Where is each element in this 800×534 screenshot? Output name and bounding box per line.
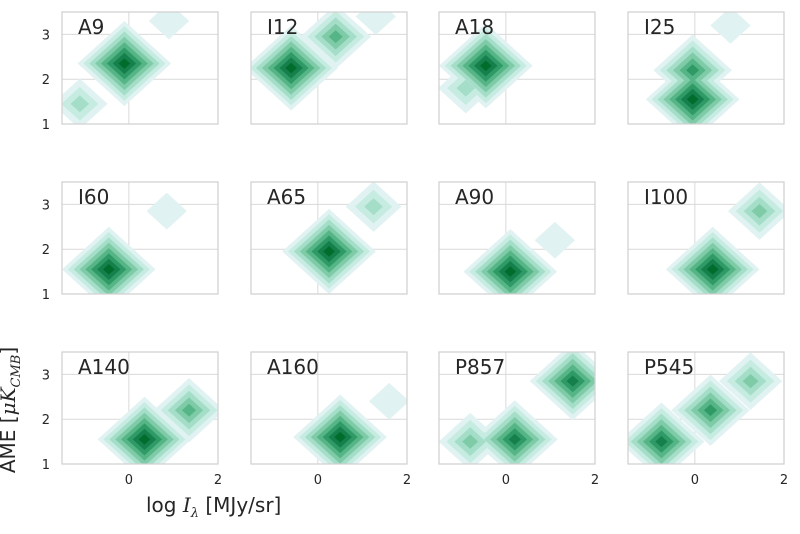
x-tick-label: 2 [214,473,222,488]
panel-label: I12 [267,15,298,39]
x-axis-label: log Iλ [MJy/sr] [146,493,282,521]
contour-level [534,221,576,259]
contour-level [706,264,719,275]
contour-level [462,434,479,449]
contour-level [355,12,396,35]
x-tick-label: 0 [125,473,133,488]
y-tick-label: 2 [42,413,50,428]
y-tick-label: 1 [42,118,50,133]
panel-i100: I100 [627,181,785,295]
contour-level [751,203,768,219]
panel-frame [627,181,785,295]
panel-frame [438,11,596,125]
panel-p545: P545 0 2 [627,351,788,488]
contour-group [282,182,402,294]
contour-group [97,378,218,464]
panel-label: A9 [78,15,104,39]
panel-label: A140 [78,355,130,379]
contour-group [665,182,784,294]
contour-level [508,433,521,445]
x-tick-label: 0 [502,473,510,488]
contour-level [710,12,751,44]
y-tick-label: 3 [42,28,50,43]
contour-level [285,62,297,74]
panel-frame [61,351,219,465]
y-tick-label: 3 [42,368,50,383]
panel-frame [61,181,219,295]
contour-group [439,352,595,464]
panel-frame [627,11,785,125]
panel-a18: A18 [438,11,596,125]
panel-i12: I12 [250,11,408,125]
x-tick-label: 2 [591,473,599,488]
x-tick-label: 0 [691,473,699,488]
y-axis-label: AME [μKCMB] [0,347,24,474]
contour-level [686,64,700,77]
panel-label: A90 [455,185,494,209]
panel-a65: A65 [250,181,408,295]
panel-label: I100 [644,185,688,209]
y-tick-label: 2 [42,73,50,88]
contour-level [148,12,190,40]
panel-label: I25 [644,15,675,39]
contour-level [102,264,115,275]
contour-group [62,192,187,294]
contour-level [364,198,383,216]
panel-a90: A90 [438,181,596,295]
contour-level [334,431,346,443]
panel-a9: A9 1 2 3 [42,11,219,133]
panel-label: I60 [78,185,109,209]
panel-label: P857 [455,355,505,379]
panel-frame [250,11,408,125]
panel-label: A65 [267,185,306,209]
contour-level [686,94,699,105]
y-tick-label: 2 [42,243,50,258]
contour-group [645,12,751,124]
panel-label: A160 [267,355,319,379]
panel-frame [250,351,408,465]
panel-i25: I25 [627,11,785,125]
y-tick-label: 3 [42,198,50,213]
panel-label: A18 [455,15,494,39]
contour-level [181,403,197,417]
panel-frame [438,181,596,295]
contour-group [62,12,190,124]
panel-p857: P857 0 2 [438,351,599,488]
contour-level [655,436,668,448]
panel-frame [438,351,596,465]
contour-level [368,382,407,420]
panel-frame [250,181,408,295]
contour-level [323,246,335,257]
y-tick-label: 1 [42,288,50,303]
contour-group [293,382,407,464]
contour-level [742,373,759,389]
contour-level [118,58,131,69]
contour-group [628,352,783,464]
panel-frame [627,351,785,465]
contour-level [456,79,476,97]
contour-group [251,12,396,111]
contour-level [479,60,492,72]
contour-group [463,221,576,294]
contour-level [504,266,517,277]
panel-a160: A160 0 2 [250,351,411,488]
x-tick-label: 2 [780,473,788,488]
contour-level [328,30,343,44]
contour-level [70,95,90,113]
y-tick-label: 1 [42,458,50,473]
contour-group [439,23,533,114]
panel-a140: A140 1 2 3 0 2 [42,351,222,488]
contour-level [703,404,717,417]
panel-frame [61,11,219,125]
contour-level [138,434,151,445]
contour-level [146,192,187,230]
x-tick-label: 2 [403,473,411,488]
panel-i60: I60 1 2 3 [42,181,219,303]
x-tick-label: 0 [314,473,322,488]
panel-label: P545 [644,355,694,379]
contour-level [566,375,579,387]
